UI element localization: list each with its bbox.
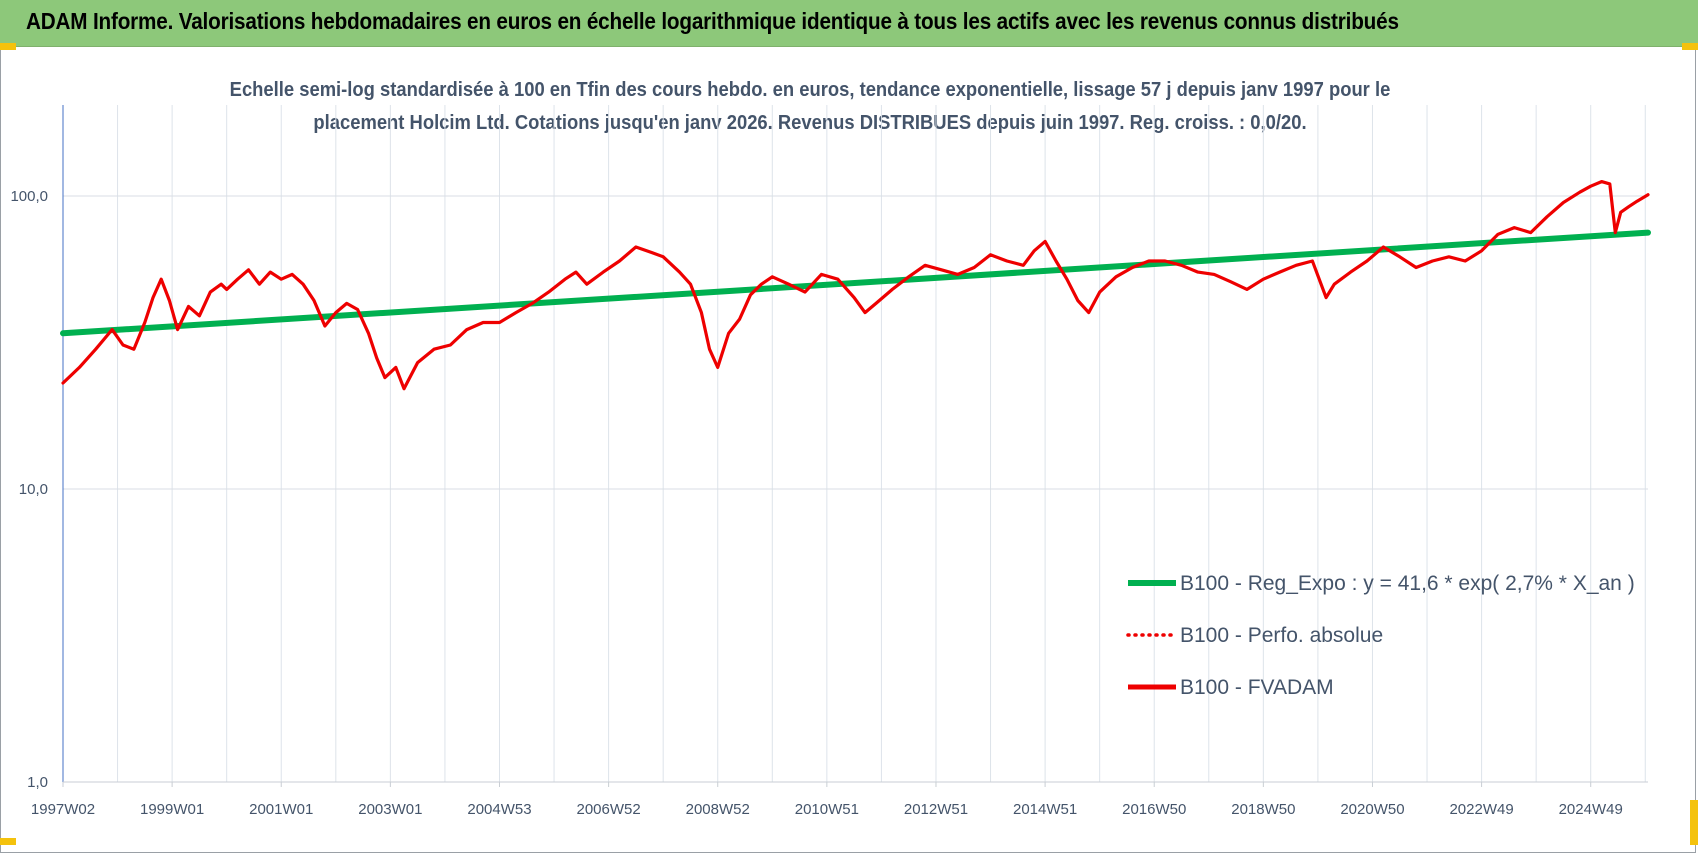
x-tick-label: 2022W49: [1449, 801, 1513, 818]
x-tick-label: 2001W01: [249, 801, 313, 818]
legend-label-1: B100 - Perfo. absolue: [1180, 624, 1383, 647]
chart-title-line-2: placement Holcim Ltd. Cotations jusqu'en…: [313, 112, 1307, 134]
chart-title: Echelle semi-log standardisée à 100 en T…: [212, 74, 1408, 140]
x-tick-label: 2024W49: [1559, 801, 1623, 818]
x-tick-label: 2003W01: [358, 801, 422, 818]
x-tick-label: 2018W50: [1231, 801, 1295, 818]
legend: B100 - Reg_Expo : y = 41,6 * exp( 2,7% *…: [1126, 572, 1635, 699]
series-line-0: [60, 229, 1651, 337]
corner-mark-top-left: [0, 43, 16, 50]
y-tick-label: 100,0: [10, 188, 48, 205]
x-tick-label: 2012W51: [904, 801, 968, 818]
x-tick-label: 2006W52: [577, 801, 641, 818]
page-title: ADAM Informe. Valorisations hebdomadaire…: [26, 8, 1399, 34]
x-tick-label: 2004W53: [467, 801, 531, 818]
axes: 1,0 10,0 100,0 1997W02 1999W01 2001W01 2003W01…: [10, 105, 1648, 818]
x-tick-label: 2016W50: [1122, 801, 1186, 818]
legend-label-2: B100 - FVADAM: [1180, 676, 1334, 699]
x-tick-label: 1997W02: [31, 801, 95, 818]
x-tick-label: 2020W50: [1340, 801, 1404, 818]
x-tick-label: 2010W51: [795, 801, 859, 818]
series: [60, 180, 1651, 391]
chart-title-line-1: Echelle semi-log standardisée à 100 en T…: [229, 79, 1391, 101]
corner-mark-bottom-right: [1690, 800, 1698, 845]
corner-mark-bottom-left: [0, 838, 16, 845]
x-tick-label: 2008W52: [686, 801, 750, 818]
y-tick-label: 10,0: [19, 481, 48, 498]
y-tick-label: 1,0: [27, 774, 48, 791]
series-line-2: [61, 180, 1650, 391]
header-bar: ADAM Informe. Valorisations hebdomadaire…: [0, 0, 1698, 47]
grid: [62, 105, 1648, 783]
x-tick-label: 2014W51: [1013, 801, 1077, 818]
legend-label-0: B100 - Reg_Expo : y = 41,6 * exp( 2,7% *…: [1180, 572, 1635, 595]
x-tick-label: 1999W01: [140, 801, 204, 818]
corner-mark-top-right: [1682, 43, 1698, 50]
